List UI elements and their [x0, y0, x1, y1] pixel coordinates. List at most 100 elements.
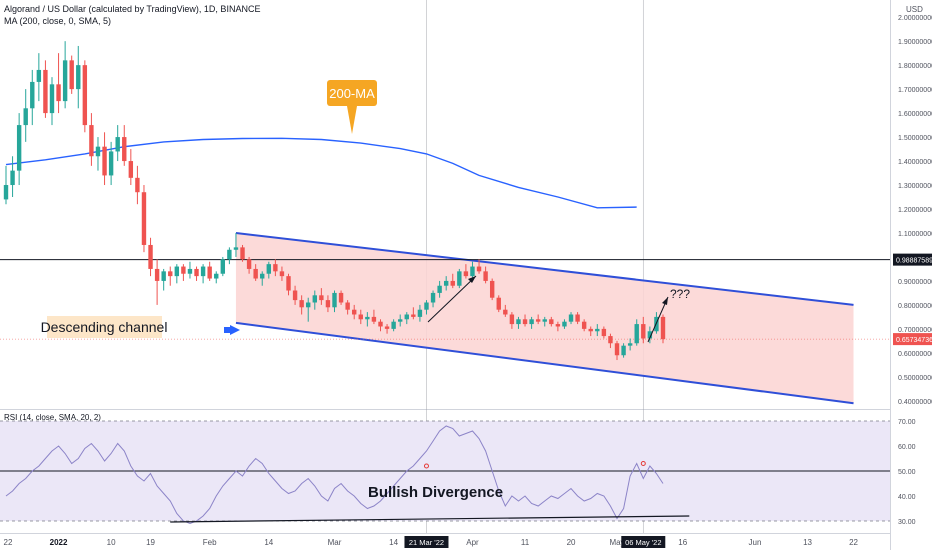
candle-body [108, 151, 114, 176]
time-crosshair-label: 21 Mar '22 [409, 538, 444, 547]
candle-body [260, 273, 265, 279]
candle-body [483, 271, 488, 281]
ma-200-line [5, 137, 637, 209]
candle-body [621, 345, 626, 356]
time-tick-label: 14 [389, 538, 398, 547]
candle-body [82, 65, 88, 126]
candle-body [292, 290, 298, 301]
candle-body [240, 247, 245, 260]
rsi-tick-label: 70.00 [898, 419, 916, 426]
level-badge [893, 253, 932, 266]
divergence-trendline [170, 515, 690, 523]
price-tick-label: 1.40000000 [898, 159, 932, 166]
candle-body [312, 295, 317, 303]
price-tick-label: 0.50000000 [898, 375, 932, 382]
channel-label-box [47, 316, 162, 338]
candle-body [457, 271, 462, 286]
candle-body [332, 292, 337, 308]
bullish-divergence-label: Bullish Divergence [368, 484, 503, 501]
candle-body [338, 292, 344, 303]
candle-body [49, 84, 55, 114]
question-label: ??? [670, 287, 690, 301]
candle-body [542, 319, 547, 322]
ma-200-path [5, 137, 637, 209]
rsi-peak-marker [640, 461, 646, 466]
candle-body [214, 273, 219, 279]
price-tick-label: 0.90000000 [898, 279, 932, 286]
candle-body [529, 319, 534, 325]
candle-body [62, 60, 68, 102]
candle-body [496, 297, 501, 310]
ma-legend: MA (200, close, 0, SMA, 5) [4, 16, 112, 26]
candle-body [384, 326, 390, 329]
candle-body [207, 266, 212, 279]
candle-body [161, 271, 166, 281]
candle-body [148, 244, 153, 269]
candle-body [601, 328, 607, 337]
candle-body [141, 192, 147, 245]
candle-body [398, 319, 403, 322]
candle-body [489, 280, 495, 298]
time-tick-label: 11 [521, 538, 530, 547]
candle-body [16, 125, 22, 171]
candle-body [358, 314, 363, 320]
projection-arrow-line [647, 296, 669, 343]
price-tick-label: 0.60000000 [898, 351, 932, 358]
candle-body [516, 319, 521, 325]
time-tick-label: 10 [107, 538, 116, 547]
candle-body [450, 280, 455, 286]
rsi-legend: RSI (14, close, SMA, 20, 2) [4, 413, 101, 422]
candle-body [352, 309, 357, 315]
candle-body [345, 302, 350, 310]
price-tick-label: 1.90000000 [898, 39, 932, 46]
candle-body [168, 271, 173, 277]
candle-body [470, 266, 475, 277]
price-tick-label: 1.10000000 [898, 231, 932, 238]
candle-body [299, 300, 304, 308]
candle-body [634, 324, 639, 344]
chart-title: Algorand / US Dollar (calculated by Trad… [4, 4, 261, 14]
candle-body [535, 319, 541, 322]
rsi-tick-label: 60.00 [898, 444, 916, 451]
time-crosshair-label: 06 May '22 [625, 538, 661, 547]
candle-body [128, 161, 134, 178]
price-tick-label: 1.70000000 [898, 87, 932, 94]
candle-body [411, 314, 416, 317]
candle-body [36, 69, 42, 82]
candle-body [437, 285, 442, 293]
candle-body [187, 268, 193, 274]
candle-body [365, 316, 370, 320]
time-tick-label: 19 [146, 538, 155, 547]
time-tick-label: 2022 [50, 538, 68, 547]
price-tick-label: 1.50000000 [898, 135, 932, 142]
candle-body [608, 336, 613, 344]
candle-body [430, 292, 436, 303]
candle-body [588, 328, 593, 332]
level-badge-label: 0.98887589 [896, 258, 932, 265]
candle-body [56, 84, 61, 102]
time-tick-label: 20 [567, 538, 576, 547]
candle-body [76, 65, 81, 90]
candle-body [135, 177, 140, 193]
candle-body [378, 321, 383, 327]
time-tick-label: 13 [803, 538, 812, 547]
candle-body [641, 324, 646, 339]
candle-body [30, 81, 35, 109]
candlestick-series [3, 41, 666, 361]
annotations: 200-MA Descending channel??? [41, 80, 690, 343]
candle-body [279, 271, 285, 277]
price-tick-label: 1.80000000 [898, 63, 932, 70]
price-tick-label: 2.00000000 [898, 15, 932, 22]
currency-label: USD [906, 5, 923, 14]
candle-body [306, 302, 311, 308]
candle-body [581, 321, 587, 329]
rsi-tick-label: 30.00 [898, 519, 916, 526]
ma-callout-box [327, 80, 377, 106]
candle-body [424, 302, 429, 310]
ma-callout-pointer [347, 106, 357, 134]
ma-callout-label: 200-MA [329, 86, 375, 101]
candle-body [627, 343, 633, 346]
candle-body [476, 266, 482, 272]
